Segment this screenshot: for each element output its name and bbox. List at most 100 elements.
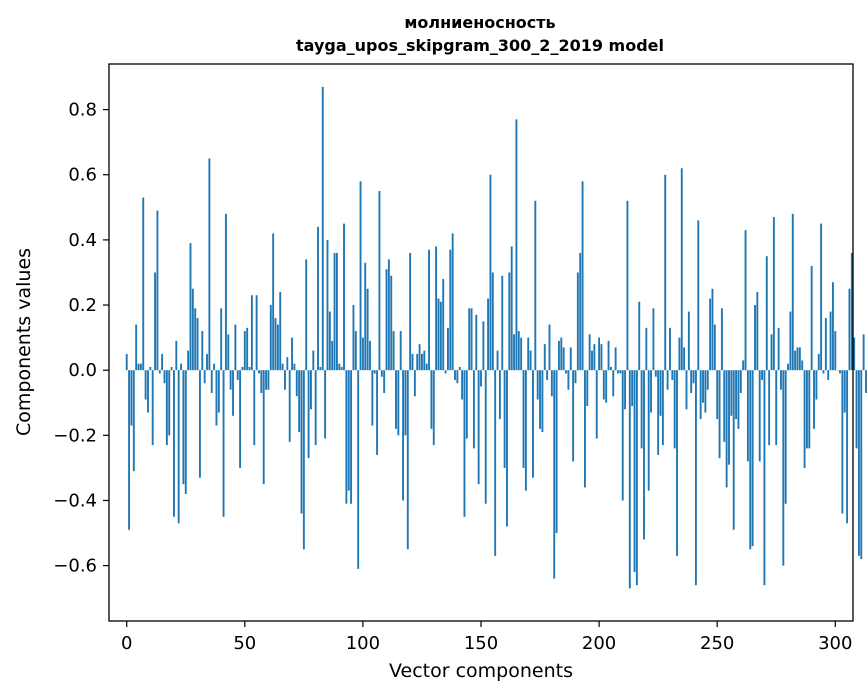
bar-112 [390, 275, 393, 371]
x-tick-label: 250 [700, 633, 734, 654]
bar-229 [666, 370, 669, 390]
bars-group [125, 86, 867, 589]
bar-73 [298, 370, 301, 433]
bar-44 [229, 370, 232, 390]
bar-54 [253, 370, 256, 446]
bar-213 [628, 370, 631, 589]
bar-107 [378, 191, 381, 371]
bar-5 [137, 363, 140, 371]
bar-1 [128, 370, 131, 530]
bar-163 [510, 246, 513, 371]
bar-305 [846, 370, 849, 524]
bar-59 [265, 370, 268, 390]
x-axis-label: Vector components [389, 660, 573, 682]
bar-300 [834, 331, 837, 371]
bar-146 [470, 308, 473, 371]
bar-274 [772, 217, 775, 371]
y-tick-label: 0.4 [68, 230, 97, 251]
bar-201 [600, 344, 603, 371]
bar-64 [276, 324, 279, 371]
bar-294 [820, 223, 823, 371]
bar-275 [775, 370, 778, 446]
bar-21 [175, 340, 178, 371]
bar-165 [515, 119, 518, 371]
bar-247 [709, 298, 712, 371]
bar-310 [857, 370, 860, 556]
bar-291 [813, 370, 815, 429]
bar-23 [180, 363, 182, 371]
bar-217 [638, 301, 641, 371]
bar-216 [635, 370, 638, 586]
bar-134 [442, 278, 445, 371]
bar-11 [151, 370, 154, 446]
x-tick-label: 0 [121, 633, 132, 654]
bar-166 [517, 331, 520, 371]
bar-127 [425, 363, 428, 371]
bar-41 [222, 370, 225, 517]
bar-197 [591, 350, 593, 371]
bar-188 [569, 347, 572, 371]
x-tick-label: 50 [233, 633, 256, 654]
bar-15 [161, 353, 164, 371]
chart-subtitle: tayga_upos_skipgram_300_2_2019 model [296, 36, 664, 55]
bar-124 [418, 344, 421, 371]
bar-133 [439, 301, 442, 371]
bar-60 [267, 370, 270, 390]
bar-42 [224, 213, 227, 371]
y-tick-label: −0.4 [53, 490, 97, 511]
bar-126 [423, 350, 426, 371]
bar-9 [147, 370, 149, 413]
y-tick-label: 0.2 [68, 295, 97, 316]
x-tick-label: 200 [582, 633, 616, 654]
bar-237 [685, 370, 688, 410]
bar-35 [208, 158, 211, 371]
bar-242 [697, 220, 700, 371]
bar-69 [288, 370, 291, 442]
bar-260 [739, 370, 742, 393]
bar-99 [359, 181, 362, 371]
bar-135 [444, 370, 447, 374]
bar-254 [725, 370, 728, 488]
bar-167 [520, 337, 523, 371]
bar-157 [496, 350, 499, 371]
bar-67 [284, 370, 286, 390]
bar-150 [480, 370, 482, 387]
bar-109 [383, 370, 386, 393]
bar-303 [841, 370, 844, 514]
bar-144 [465, 370, 468, 439]
bar-169 [524, 370, 527, 491]
bar-164 [513, 334, 516, 371]
bar-151 [482, 321, 485, 371]
bar-270 [763, 370, 766, 586]
bar-50 [243, 331, 246, 371]
bar-19 [170, 366, 173, 371]
bar-128 [428, 249, 430, 371]
bar-286 [801, 360, 804, 371]
bar-249 [713, 324, 716, 371]
bar-12 [154, 272, 156, 371]
bar-282 [791, 213, 794, 371]
bar-143 [463, 370, 466, 517]
bar-190 [574, 370, 577, 384]
bar-84 [324, 370, 327, 439]
bar-70 [291, 337, 293, 371]
bar-25 [184, 370, 187, 494]
bar-238 [687, 311, 690, 371]
bar-177 [543, 344, 546, 371]
bar-65 [279, 292, 282, 371]
x-tick-label: 100 [346, 633, 380, 654]
bar-215 [633, 370, 636, 573]
bar-93 [345, 370, 348, 504]
bar-100 [361, 337, 364, 371]
bar-56 [258, 370, 260, 374]
bar-37 [213, 363, 216, 371]
bar-71 [293, 363, 296, 371]
bar-183 [558, 340, 560, 371]
bar-280 [787, 363, 789, 371]
bar-289 [808, 370, 811, 449]
bar-152 [484, 370, 487, 504]
bar-309 [855, 370, 858, 449]
bar-298 [829, 311, 832, 371]
bar-68 [286, 357, 289, 371]
